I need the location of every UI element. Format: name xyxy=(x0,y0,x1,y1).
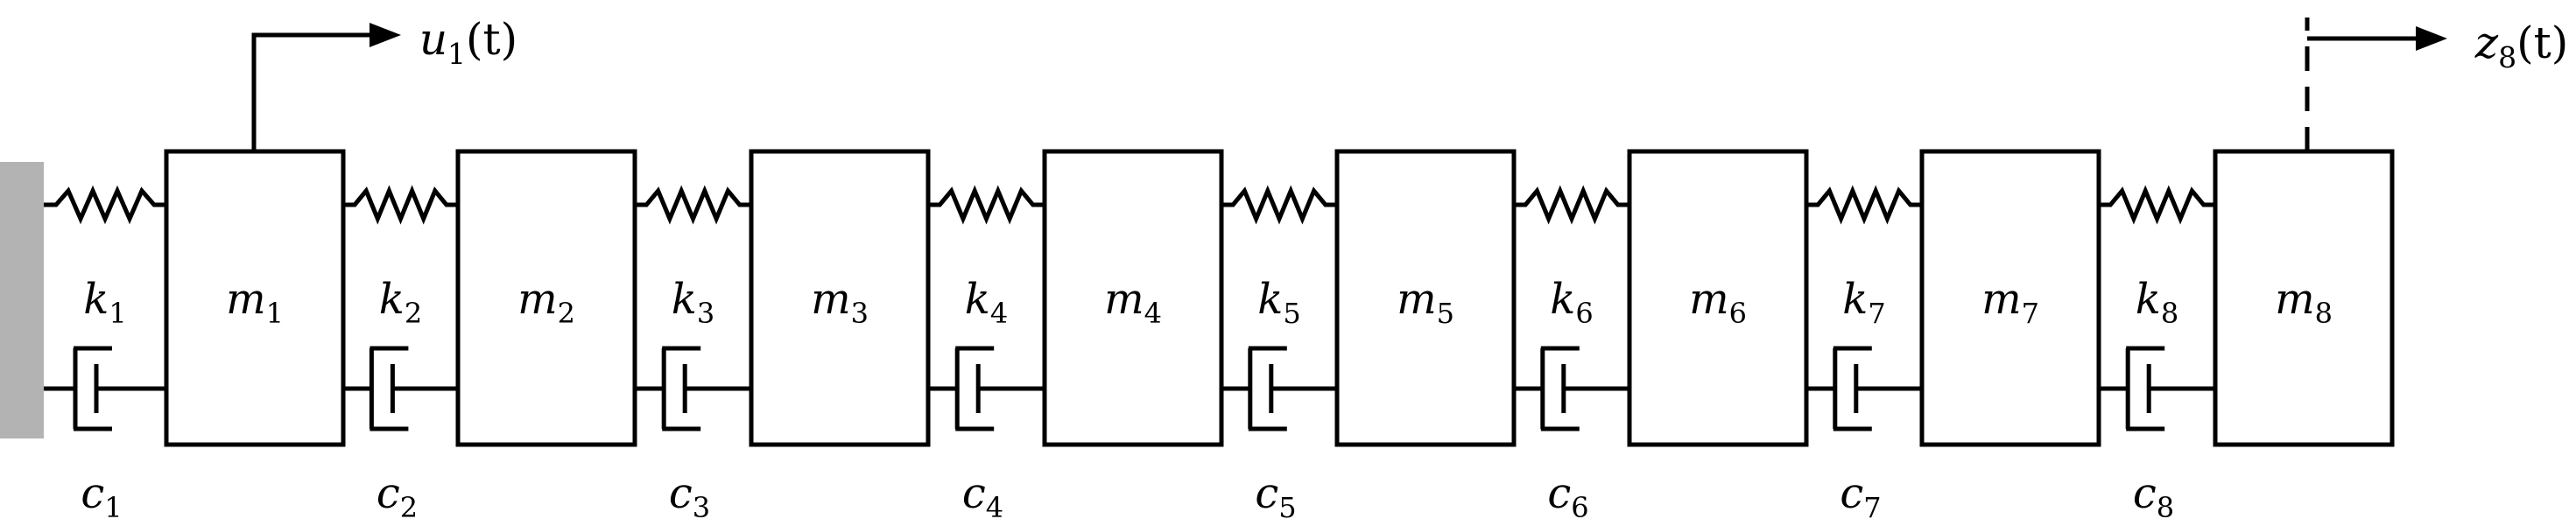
spring-label-4: k4 xyxy=(965,275,1008,330)
spring-label-6: k6 xyxy=(1550,275,1593,330)
damper-1 xyxy=(44,346,166,431)
damper-4 xyxy=(928,346,1045,431)
damper-label-4: c4 xyxy=(962,469,1003,519)
spring-label-3: k3 xyxy=(672,275,714,330)
mass-label-7: m7 xyxy=(1981,275,2039,330)
input-arrow xyxy=(251,32,377,151)
damper-2 xyxy=(343,346,458,431)
fixed-wall xyxy=(0,162,44,438)
spring-label-8: k8 xyxy=(2136,275,2178,330)
damper-3 xyxy=(635,346,751,431)
damper-6 xyxy=(1514,346,1629,431)
mass-block-5 xyxy=(1334,149,1517,447)
spring-3 xyxy=(635,185,751,225)
mass-block-1 xyxy=(164,149,346,447)
spring-4 xyxy=(928,185,1045,225)
input-label: u1(t) xyxy=(419,14,517,71)
mass-label-4: m4 xyxy=(1104,275,1162,330)
mass-label-6: m6 xyxy=(1689,275,1747,330)
spring-8 xyxy=(2099,185,2215,225)
output-label: z8(t) xyxy=(2474,18,2568,74)
mass-block-8 xyxy=(2213,149,2395,447)
spring-1 xyxy=(44,185,166,225)
damper-label-7: c7 xyxy=(1840,469,1881,519)
damper-label-8: c8 xyxy=(2133,469,2174,519)
spring-label-1: k1 xyxy=(83,275,126,330)
spring-label-7: k7 xyxy=(1842,275,1885,330)
mass-block-6 xyxy=(1627,149,1809,447)
damper-7 xyxy=(1806,346,1922,431)
damper-label-1: c1 xyxy=(81,469,122,519)
mass-block-4 xyxy=(1042,149,1224,447)
spring-7 xyxy=(1806,185,1922,225)
damper-5 xyxy=(1221,346,1337,431)
spring-2 xyxy=(343,185,458,225)
damper-8 xyxy=(2099,346,2215,431)
spring-label-2: k2 xyxy=(379,275,422,330)
output-arrowhead xyxy=(2416,26,2447,51)
input-arrowhead xyxy=(370,23,401,47)
mass-block-7 xyxy=(1919,149,2101,447)
mass-label-3: m3 xyxy=(811,275,869,330)
damper-label-3: c3 xyxy=(669,469,710,519)
mass-label-5: m5 xyxy=(1397,275,1454,330)
mass-label-1: m1 xyxy=(226,275,284,330)
damper-label-5: c5 xyxy=(1255,469,1296,519)
mass-label-2: m2 xyxy=(517,275,575,330)
damper-label-2: c2 xyxy=(377,469,418,519)
mass-block-2 xyxy=(455,149,637,447)
mass-label-8: m8 xyxy=(2275,275,2333,330)
spring-label-5: k5 xyxy=(1257,275,1300,330)
mass-block-3 xyxy=(749,149,931,447)
spring-6 xyxy=(1514,185,1629,225)
damper-label-6: c6 xyxy=(1547,469,1588,519)
spring-5 xyxy=(1221,185,1337,225)
